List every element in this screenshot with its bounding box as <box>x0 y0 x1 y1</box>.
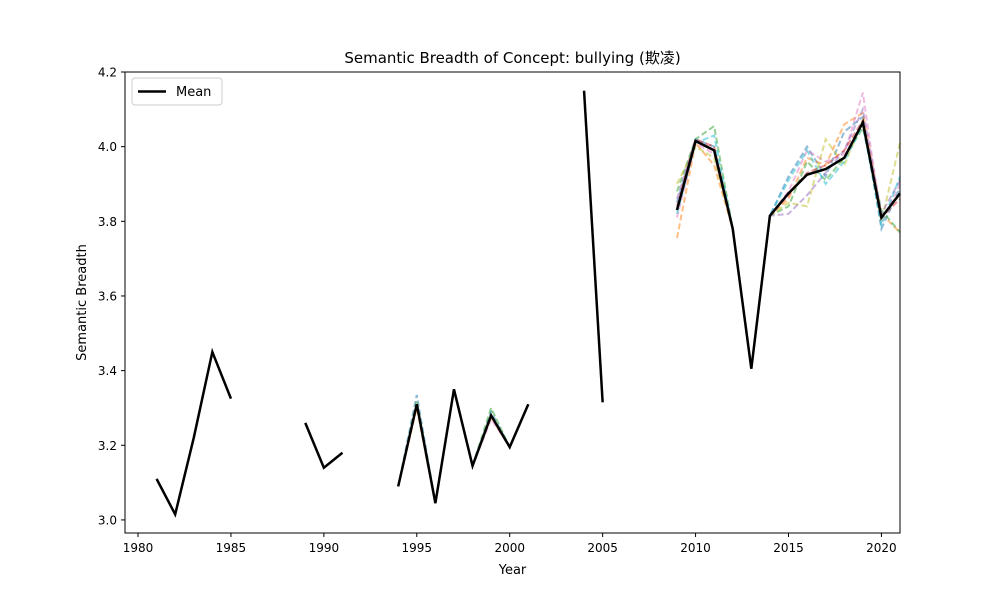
x-axis: 1980 1985 1990 1995 2000 2005 2010 2015 2020 <box>123 533 897 555</box>
x-tick-label: 2020 <box>866 541 897 555</box>
legend-box <box>131 77 223 106</box>
x-tick-label: 2000 <box>494 541 525 555</box>
y-tick-label: 3.4 <box>98 364 117 378</box>
y-axis-label: Semantic Breadth <box>75 244 90 361</box>
x-tick-label: 1990 <box>309 541 340 555</box>
mean-series-segment-4 <box>582 90 604 403</box>
legend-mean-label: Mean <box>176 85 211 100</box>
legend: Mean <box>131 77 223 106</box>
y-tick-label: 4.2 <box>98 66 117 80</box>
plot-lines <box>155 90 901 518</box>
mean-series-segment-2 <box>304 422 344 470</box>
mean-series-segment-3 <box>396 388 530 504</box>
y-tick-label: 3.8 <box>98 215 117 229</box>
individual-series-4-segment-2 <box>676 92 901 369</box>
y-tick-label: 3.6 <box>98 289 117 303</box>
x-axis-label: Year <box>498 563 527 578</box>
mean-series-segment-1 <box>155 347 233 518</box>
axes-frame <box>124 71 901 534</box>
x-tick-label: 1995 <box>402 541 433 555</box>
y-axis: 3.0 3.2 3.4 3.6 3.8 4.0 4.2 <box>98 66 125 527</box>
x-tick-label: 1980 <box>123 541 154 555</box>
individual-series-3-segment-2 <box>676 124 901 369</box>
y-tick-label: 3.2 <box>98 439 117 453</box>
y-tick-label: 3.0 <box>98 513 117 527</box>
x-tick-label: 2010 <box>680 541 711 555</box>
mean-series-segment-5 <box>675 118 901 369</box>
y-tick-label: 4.0 <box>98 140 117 154</box>
x-tick-label: 2015 <box>773 541 804 555</box>
x-tick-label: 1985 <box>216 541 247 555</box>
x-tick-label: 2005 <box>587 541 618 555</box>
chart-title: Semantic Breadth of Concept: bullying (欺… <box>344 49 680 67</box>
